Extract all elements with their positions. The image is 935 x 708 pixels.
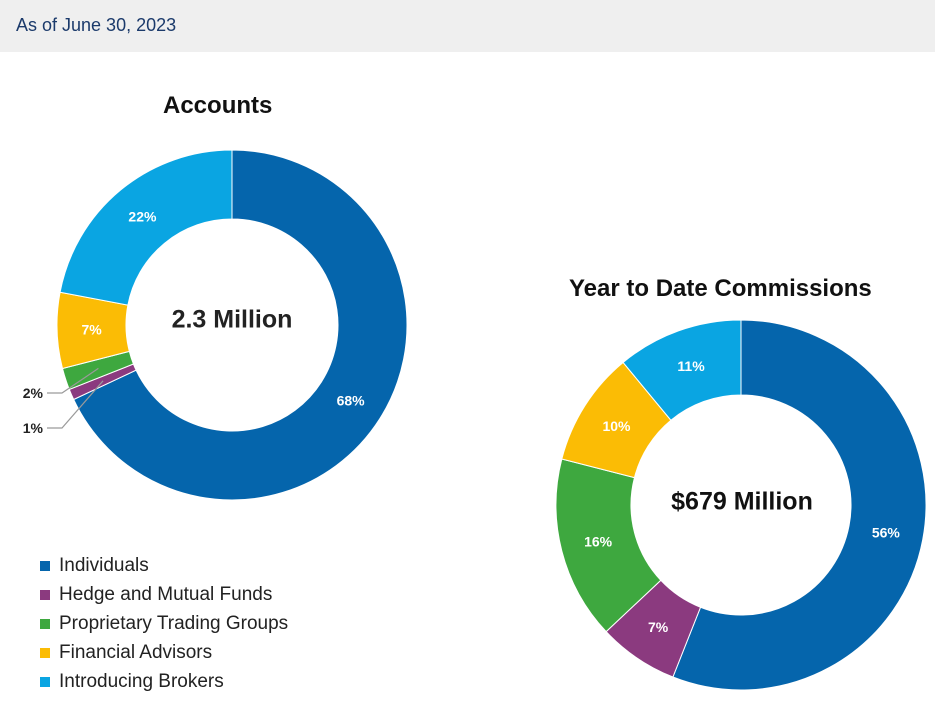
data-label-introducing-brokers: 11%: [677, 358, 705, 374]
as-of-date: As of June 30, 2023: [16, 15, 177, 35]
data-label-financial-advisors: 7%: [81, 321, 102, 337]
chart-legend: Individuals Hedge and Mutual Funds Propr…: [40, 551, 288, 696]
legend-swatch: [40, 647, 50, 658]
accounts-total-label: 2.3 Million: [171, 305, 293, 334]
slice-individuals: [72, 149, 408, 501]
commissions-donut: 56% 7% 16% 10% 11%: [555, 319, 927, 691]
legend-swatch: [40, 676, 50, 687]
legend-label: Individuals: [59, 554, 149, 576]
legend-label: Financial Advisors: [59, 641, 213, 663]
data-label-individuals: 56%: [872, 525, 901, 541]
slice-individuals: [672, 319, 927, 691]
data-label-proprietary-trading-groups: 2%: [23, 385, 44, 401]
accounts-donut: 68% 1% 2% 7% 22%: [23, 149, 408, 501]
leader-line-hedge-and-mutual-funds: [47, 380, 104, 429]
legend-item-individuals: Individuals: [40, 551, 288, 580]
legend-label: Hedge and Mutual Funds: [59, 583, 273, 605]
accounts-chart-title: Accounts: [163, 92, 273, 119]
legend-item-introducing-brokers: Introducing Brokers: [40, 667, 288, 696]
data-label-financial-advisors: 10%: [602, 418, 631, 434]
leader-line-proprietary-trading-groups: [47, 367, 99, 394]
legend-item-financial-advisors: Financial Advisors: [40, 638, 288, 667]
slice-introducing-brokers: [622, 319, 742, 421]
date-header: As of June 30, 2023: [0, 0, 935, 52]
legend-label: Proprietary Trading Groups: [59, 612, 289, 634]
data-label-hedge-and-mutual-funds: 1%: [23, 420, 44, 436]
legend-swatch: [40, 618, 50, 629]
legend-swatch: [40, 560, 50, 571]
data-label-hedge-and-mutual-funds: 7%: [648, 619, 669, 635]
legend-item-hedge-and-mutual-funds: Hedge and Mutual Funds: [40, 580, 288, 609]
slice-introducing-brokers: [59, 149, 233, 306]
commissions-total-label: $679 Million: [671, 487, 813, 516]
data-label-proprietary-trading-groups: 16%: [584, 534, 613, 550]
data-label-individuals: 68%: [337, 392, 366, 408]
legend-swatch: [40, 589, 50, 600]
data-label-introducing-brokers: 22%: [128, 209, 157, 225]
legend-item-proprietary-trading-groups: Proprietary Trading Groups: [40, 609, 288, 638]
commissions-chart-title: Year to Date Commissions: [569, 275, 872, 302]
legend-label: Introducing Brokers: [59, 670, 224, 692]
